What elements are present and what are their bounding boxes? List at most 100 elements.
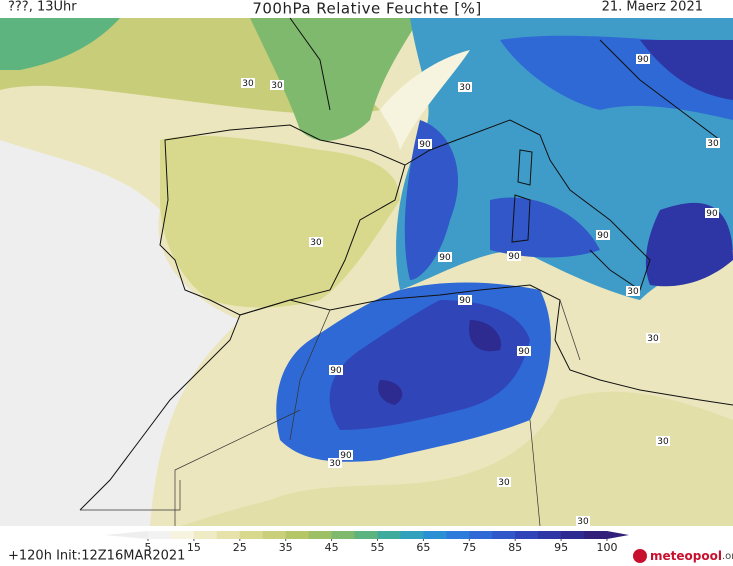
contour-label: 30	[577, 517, 589, 527]
contour-label-box	[507, 251, 521, 261]
contour-label: 30	[310, 238, 322, 248]
colorbar-segment	[148, 531, 172, 539]
contour-label: 90	[419, 140, 431, 150]
contour-label-box	[596, 230, 610, 240]
contour-label-box	[418, 139, 432, 149]
colorbar-segment	[423, 531, 447, 539]
contour-label-box	[517, 346, 531, 356]
contour-label-box	[497, 477, 511, 487]
logo-domain: .org	[722, 551, 733, 562]
contour-label: 90	[508, 252, 520, 262]
contour-label-box	[438, 252, 452, 262]
contour-label-box	[309, 237, 323, 247]
colorbar-segment	[400, 531, 424, 539]
wet-area	[640, 40, 733, 100]
colorbar-tick-label: 5	[145, 541, 152, 554]
colorbar-tick-label: 100	[597, 541, 618, 554]
colorbar-segment	[446, 531, 470, 539]
border	[80, 299, 581, 527]
contour-label-box	[705, 208, 719, 218]
contour-label-box	[328, 458, 342, 468]
contour-label: 90	[706, 209, 718, 219]
colorbar-segment	[377, 531, 401, 539]
colorbar-tick-label: 75	[462, 541, 476, 554]
header-left: ???, 13Uhr	[8, 0, 77, 15]
colorbar-segment	[469, 531, 493, 539]
colorbar-segment	[538, 531, 562, 539]
iberia-area	[160, 135, 400, 308]
wet-core	[378, 320, 501, 405]
contour-label-box	[458, 295, 472, 305]
contour-label: 30	[329, 459, 341, 469]
logo: meteopool.org	[633, 549, 733, 563]
colorbar-segment	[216, 531, 241, 539]
contour-label: 90	[330, 366, 342, 376]
contour-label: 30	[707, 139, 719, 149]
colorbar-low-arrow	[104, 531, 148, 539]
colorbar-segment	[354, 531, 378, 539]
contour-label: 90	[637, 55, 649, 65]
colorbar-segment	[308, 531, 333, 539]
contour-label: 90	[439, 253, 451, 263]
colorbar-segment	[492, 531, 516, 539]
contour-label-box	[646, 333, 660, 343]
logo-name: meteopool	[650, 549, 722, 563]
colorbar-segment	[515, 531, 539, 539]
contour-label: 30	[271, 81, 283, 91]
contour-label-box	[458, 82, 472, 92]
colorbar-tick-label: 65	[416, 541, 430, 554]
contour-label-box	[576, 516, 590, 526]
contour-label-box	[626, 286, 640, 296]
contour-label-box	[339, 450, 353, 460]
wet-area	[490, 197, 600, 258]
colorbar-tick-label: 25	[233, 541, 247, 554]
contour-label: 90	[459, 296, 471, 306]
contour-label-box	[706, 138, 720, 148]
colorbar-tick-label: 45	[325, 541, 339, 554]
contour-label-box	[636, 54, 650, 64]
run-info: +120h Init:12Z16MAR2021	[8, 549, 185, 564]
contour-label: 30	[657, 437, 669, 447]
contour-label: 30	[627, 287, 639, 297]
colorbar-tick-label: 35	[279, 541, 293, 554]
colorbar-segment	[331, 531, 356, 539]
map-title: 700hPa Relative Feuchte [%]	[252, 0, 481, 18]
contour-label: 30	[647, 334, 659, 344]
coastline	[79, 284, 733, 511]
wet-area	[645, 202, 733, 287]
contour-label: 30	[242, 79, 254, 89]
south-area	[0, 391, 733, 526]
contour-label: 30	[498, 478, 510, 488]
wet-area	[404, 120, 459, 280]
logo-text: meteopool.org	[650, 549, 733, 563]
moist-area	[250, 18, 420, 141]
dry-tongue	[380, 50, 470, 150]
colorbar-segment	[262, 531, 287, 539]
colorbar-segment	[561, 531, 585, 539]
colorbar: 5 15 25 35 45 55 65 75 85 95 100	[104, 531, 629, 554]
contour-label-box	[329, 365, 343, 375]
contour-label: 90	[597, 231, 609, 241]
logo-icon	[633, 549, 647, 563]
contour-label: 30	[459, 83, 471, 93]
colorbar-tick-label: 55	[371, 541, 385, 554]
colorbar-segment	[239, 531, 264, 539]
colorbar-high-arrow	[607, 531, 629, 539]
moist-area	[0, 18, 120, 70]
contour-label: 90	[518, 347, 530, 357]
contour-label-box	[656, 436, 670, 446]
header-date: 21. Maerz 2021	[602, 0, 703, 15]
dry-ocean	[0, 140, 240, 526]
coastline	[159, 124, 406, 316]
contour-label-box	[270, 80, 284, 90]
colorbar-segment	[170, 531, 195, 539]
colorbar-segment	[584, 531, 608, 539]
contour-label-box	[241, 78, 255, 88]
island	[511, 149, 533, 243]
contour-label: 90	[340, 451, 352, 461]
colorbar-tick-label: 15	[187, 541, 201, 554]
colorbar-tick-label: 95	[554, 541, 568, 554]
